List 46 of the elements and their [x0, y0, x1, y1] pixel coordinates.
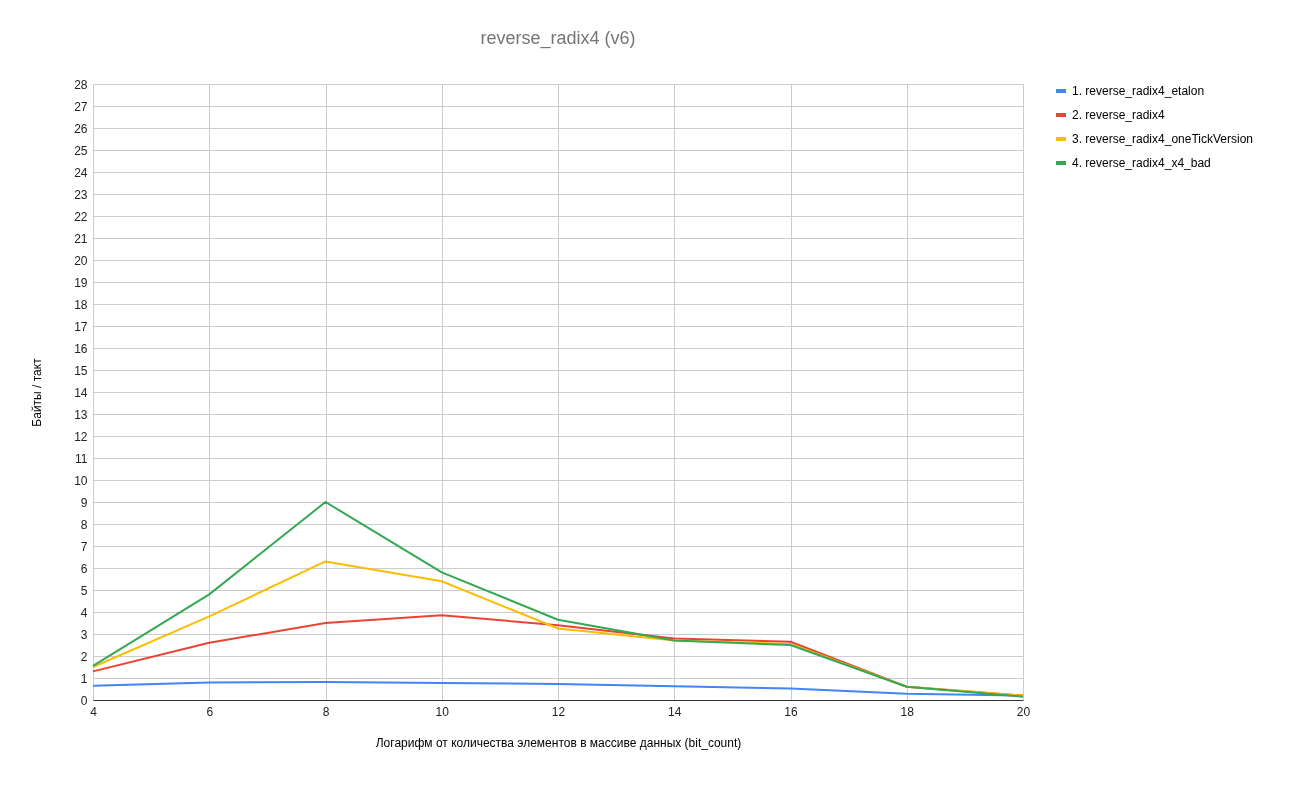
y-tick-label: 18 — [74, 297, 88, 312]
x-tick-label: 4 — [90, 704, 98, 719]
y-tick-label: 26 — [74, 121, 88, 136]
x-tick-label: 8 — [322, 704, 330, 719]
y-tick-label: 10 — [74, 473, 88, 488]
y-tick-label: 27 — [74, 99, 88, 114]
x-tick-label: 12 — [551, 704, 566, 719]
y-tick-label: 12 — [74, 429, 88, 444]
y-tick-label: 17 — [74, 319, 88, 334]
y-tick-label: 15 — [74, 363, 88, 378]
y-tick-label: 7 — [80, 539, 88, 554]
y-tick-label: 2 — [80, 649, 88, 664]
y-tick-label: 22 — [74, 209, 88, 224]
y-tick-label: 23 — [74, 187, 88, 202]
y-tick-label: 3 — [80, 627, 88, 642]
y-tick-label: 6 — [80, 561, 88, 576]
y-tick-label: 20 — [74, 253, 88, 268]
y-tick-label: 11 — [75, 451, 88, 466]
x-tick-label: 14 — [668, 704, 682, 719]
line-series — [92, 560, 1024, 697]
y-tick-label: 0 — [80, 693, 88, 708]
y-tick-label: 9 — [80, 495, 88, 510]
x-tick-label: 10 — [435, 704, 450, 719]
y-tick-label: 19 — [74, 275, 88, 290]
y-tick-label: 5 — [80, 583, 88, 598]
legend-label: 3. reverse_radix4_oneTickVersion — [1072, 132, 1253, 146]
y-tick-label: 25 — [74, 143, 88, 158]
x-axis-title: Логарифм от количества элементов в массиве данных (bit_count) — [375, 735, 742, 750]
y-tick-label: 14 — [74, 385, 88, 400]
x-tick-label: 18 — [900, 704, 915, 719]
legend-label: 2. reverse_radix4 — [1072, 108, 1166, 122]
y-tick-label: 13 — [74, 407, 88, 422]
y-axis-title: Байты / такт — [30, 357, 45, 427]
legend-label: 1. reverse_radix4_etalon — [1072, 84, 1205, 98]
chart-title: reverse_radix4 (v6) — [480, 28, 636, 49]
y-tick-label: 24 — [74, 165, 88, 180]
y-tick-label: 16 — [74, 341, 88, 356]
y-tick-label: 1 — [80, 671, 88, 686]
y-tick-label: 4 — [80, 605, 88, 620]
x-tick-label: 6 — [206, 704, 214, 719]
legend-label: 4. reverse_radix4_x4_bad — [1072, 156, 1211, 170]
x-tick-label: 20 — [1016, 704, 1031, 719]
y-tick-label: 8 — [80, 517, 88, 532]
y-tick-label: 21 — [74, 231, 88, 246]
y-tick-label: 28 — [74, 77, 88, 92]
x-tick-label: 16 — [784, 704, 798, 719]
